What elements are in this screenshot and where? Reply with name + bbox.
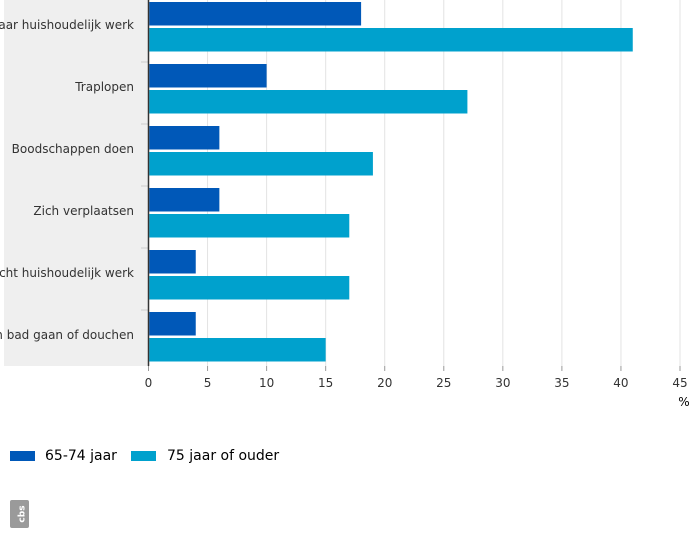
x-tick-label-15: 15 <box>318 376 333 390</box>
x-tick-label-20: 20 <box>377 376 392 390</box>
cbs-logo-text: cbs <box>18 505 28 522</box>
x-tick-label-25: 25 <box>436 376 451 390</box>
category-label: Licht huishoudelijk werk <box>0 266 134 280</box>
bar-75-plus[interactable] <box>149 276 350 300</box>
x-tick-label-0: 0 <box>145 376 153 390</box>
grid-lines <box>207 0 681 366</box>
x-tick-label-5: 5 <box>204 376 212 390</box>
bar-65-74[interactable] <box>149 188 220 212</box>
bar-75-plus[interactable] <box>149 152 373 176</box>
bar-75-plus[interactable] <box>149 338 326 362</box>
bar-65-74[interactable] <box>149 126 220 150</box>
category-label: In bad gaan of douchen <box>0 328 134 342</box>
bar-75-plus[interactable] <box>149 214 350 238</box>
legend: 65-74 jaar 75 jaar of ouder <box>10 448 279 464</box>
bar-65-74[interactable] <box>149 64 267 88</box>
category-labels: Zwaar huishoudelijk werk Traplopen Boodsch… <box>0 18 148 342</box>
x-tick-label-35: 35 <box>554 376 569 390</box>
bar-65-74[interactable] <box>149 2 362 26</box>
category-label: Zich verplaatsen <box>33 204 134 218</box>
x-tick-labels: 0 5 10 15 20 25 30 35 40 45 <box>145 366 688 390</box>
legend-swatch-75-plus <box>131 451 156 461</box>
x-tick-label-10: 10 <box>259 376 274 390</box>
category-label: Boodschappen doen <box>12 142 134 156</box>
category-label: Zwaar huishoudelijk werk <box>0 18 134 32</box>
bar-75-plus[interactable] <box>149 28 633 52</box>
category-band <box>4 0 148 366</box>
x-tick-label-30: 30 <box>495 376 510 390</box>
x-tick-label-45: 45 <box>672 376 687 390</box>
x-tick-label-40: 40 <box>613 376 628 390</box>
bars <box>149 2 633 362</box>
cbs-logo-icon: cbs <box>10 500 29 528</box>
bar-75-plus[interactable] <box>149 90 468 114</box>
bar-65-74[interactable] <box>149 312 196 336</box>
legend-label-65-74: 65-74 jaar <box>45 448 117 464</box>
legend-swatch-65-74 <box>10 451 35 461</box>
legend-label-75-plus: 75 jaar of ouder <box>167 448 279 464</box>
category-label: Traplopen <box>74 80 134 94</box>
x-axis-label: % <box>678 395 689 409</box>
bar-65-74[interactable] <box>149 250 196 274</box>
